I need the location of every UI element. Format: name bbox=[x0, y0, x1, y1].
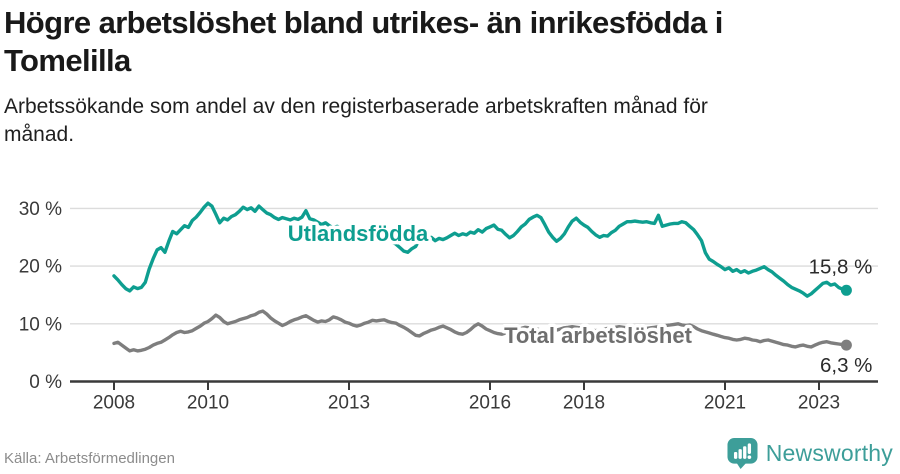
series-end-dot bbox=[840, 339, 852, 351]
series-label-total: Total arbetslöshet bbox=[504, 323, 693, 348]
page-subtitle-line2: månad. bbox=[4, 122, 75, 146]
x-axis-label: 2016 bbox=[469, 393, 511, 414]
x-axis-label: 2008 bbox=[93, 393, 135, 414]
page-subtitle-line1: Arbetssökande som andel av den registerb… bbox=[4, 94, 708, 118]
y-axis-label: 30 % bbox=[19, 199, 62, 220]
page-title: Högre arbetslöshet bland utrikes- än inr… bbox=[4, 4, 896, 80]
page-title-line2: Tomelilla bbox=[4, 42, 131, 78]
series-label-utlandsfodda: Utlandsfödda bbox=[288, 221, 429, 246]
page-subtitle: Arbetssökande som andel av den registerb… bbox=[4, 93, 896, 149]
newsworthy-logo: Newsworthy bbox=[727, 437, 893, 469]
value-label-utlandsfodda: 15,8 % bbox=[809, 255, 873, 278]
source-note: Källa: Arbetsförmedlingen bbox=[4, 450, 175, 467]
series-line-total bbox=[112, 309, 849, 353]
y-axis-label: 20 % bbox=[19, 257, 62, 278]
value-label-total: 6,3 % bbox=[820, 354, 872, 377]
y-axis-label: 10 % bbox=[19, 314, 62, 335]
series-line-utlandsfodda bbox=[112, 201, 849, 298]
speech-bubble-bar-chart-icon bbox=[727, 437, 758, 469]
y-axis-label: 0 % bbox=[29, 372, 62, 393]
page-title-line1: Högre arbetslöshet bland utrikes- än inr… bbox=[4, 5, 723, 40]
x-axis-label: 2010 bbox=[187, 393, 229, 414]
x-axis-label: 2021 bbox=[704, 393, 746, 414]
chart-header: Högre arbetslöshet bland utrikes- än inr… bbox=[4, 4, 896, 148]
brand-name: Newsworthy bbox=[765, 439, 893, 466]
series-end-dot bbox=[840, 284, 852, 296]
x-axis-label: 2018 bbox=[563, 393, 605, 414]
x-axis-label: 2013 bbox=[328, 393, 370, 414]
x-axis-label: 2023 bbox=[798, 393, 840, 414]
